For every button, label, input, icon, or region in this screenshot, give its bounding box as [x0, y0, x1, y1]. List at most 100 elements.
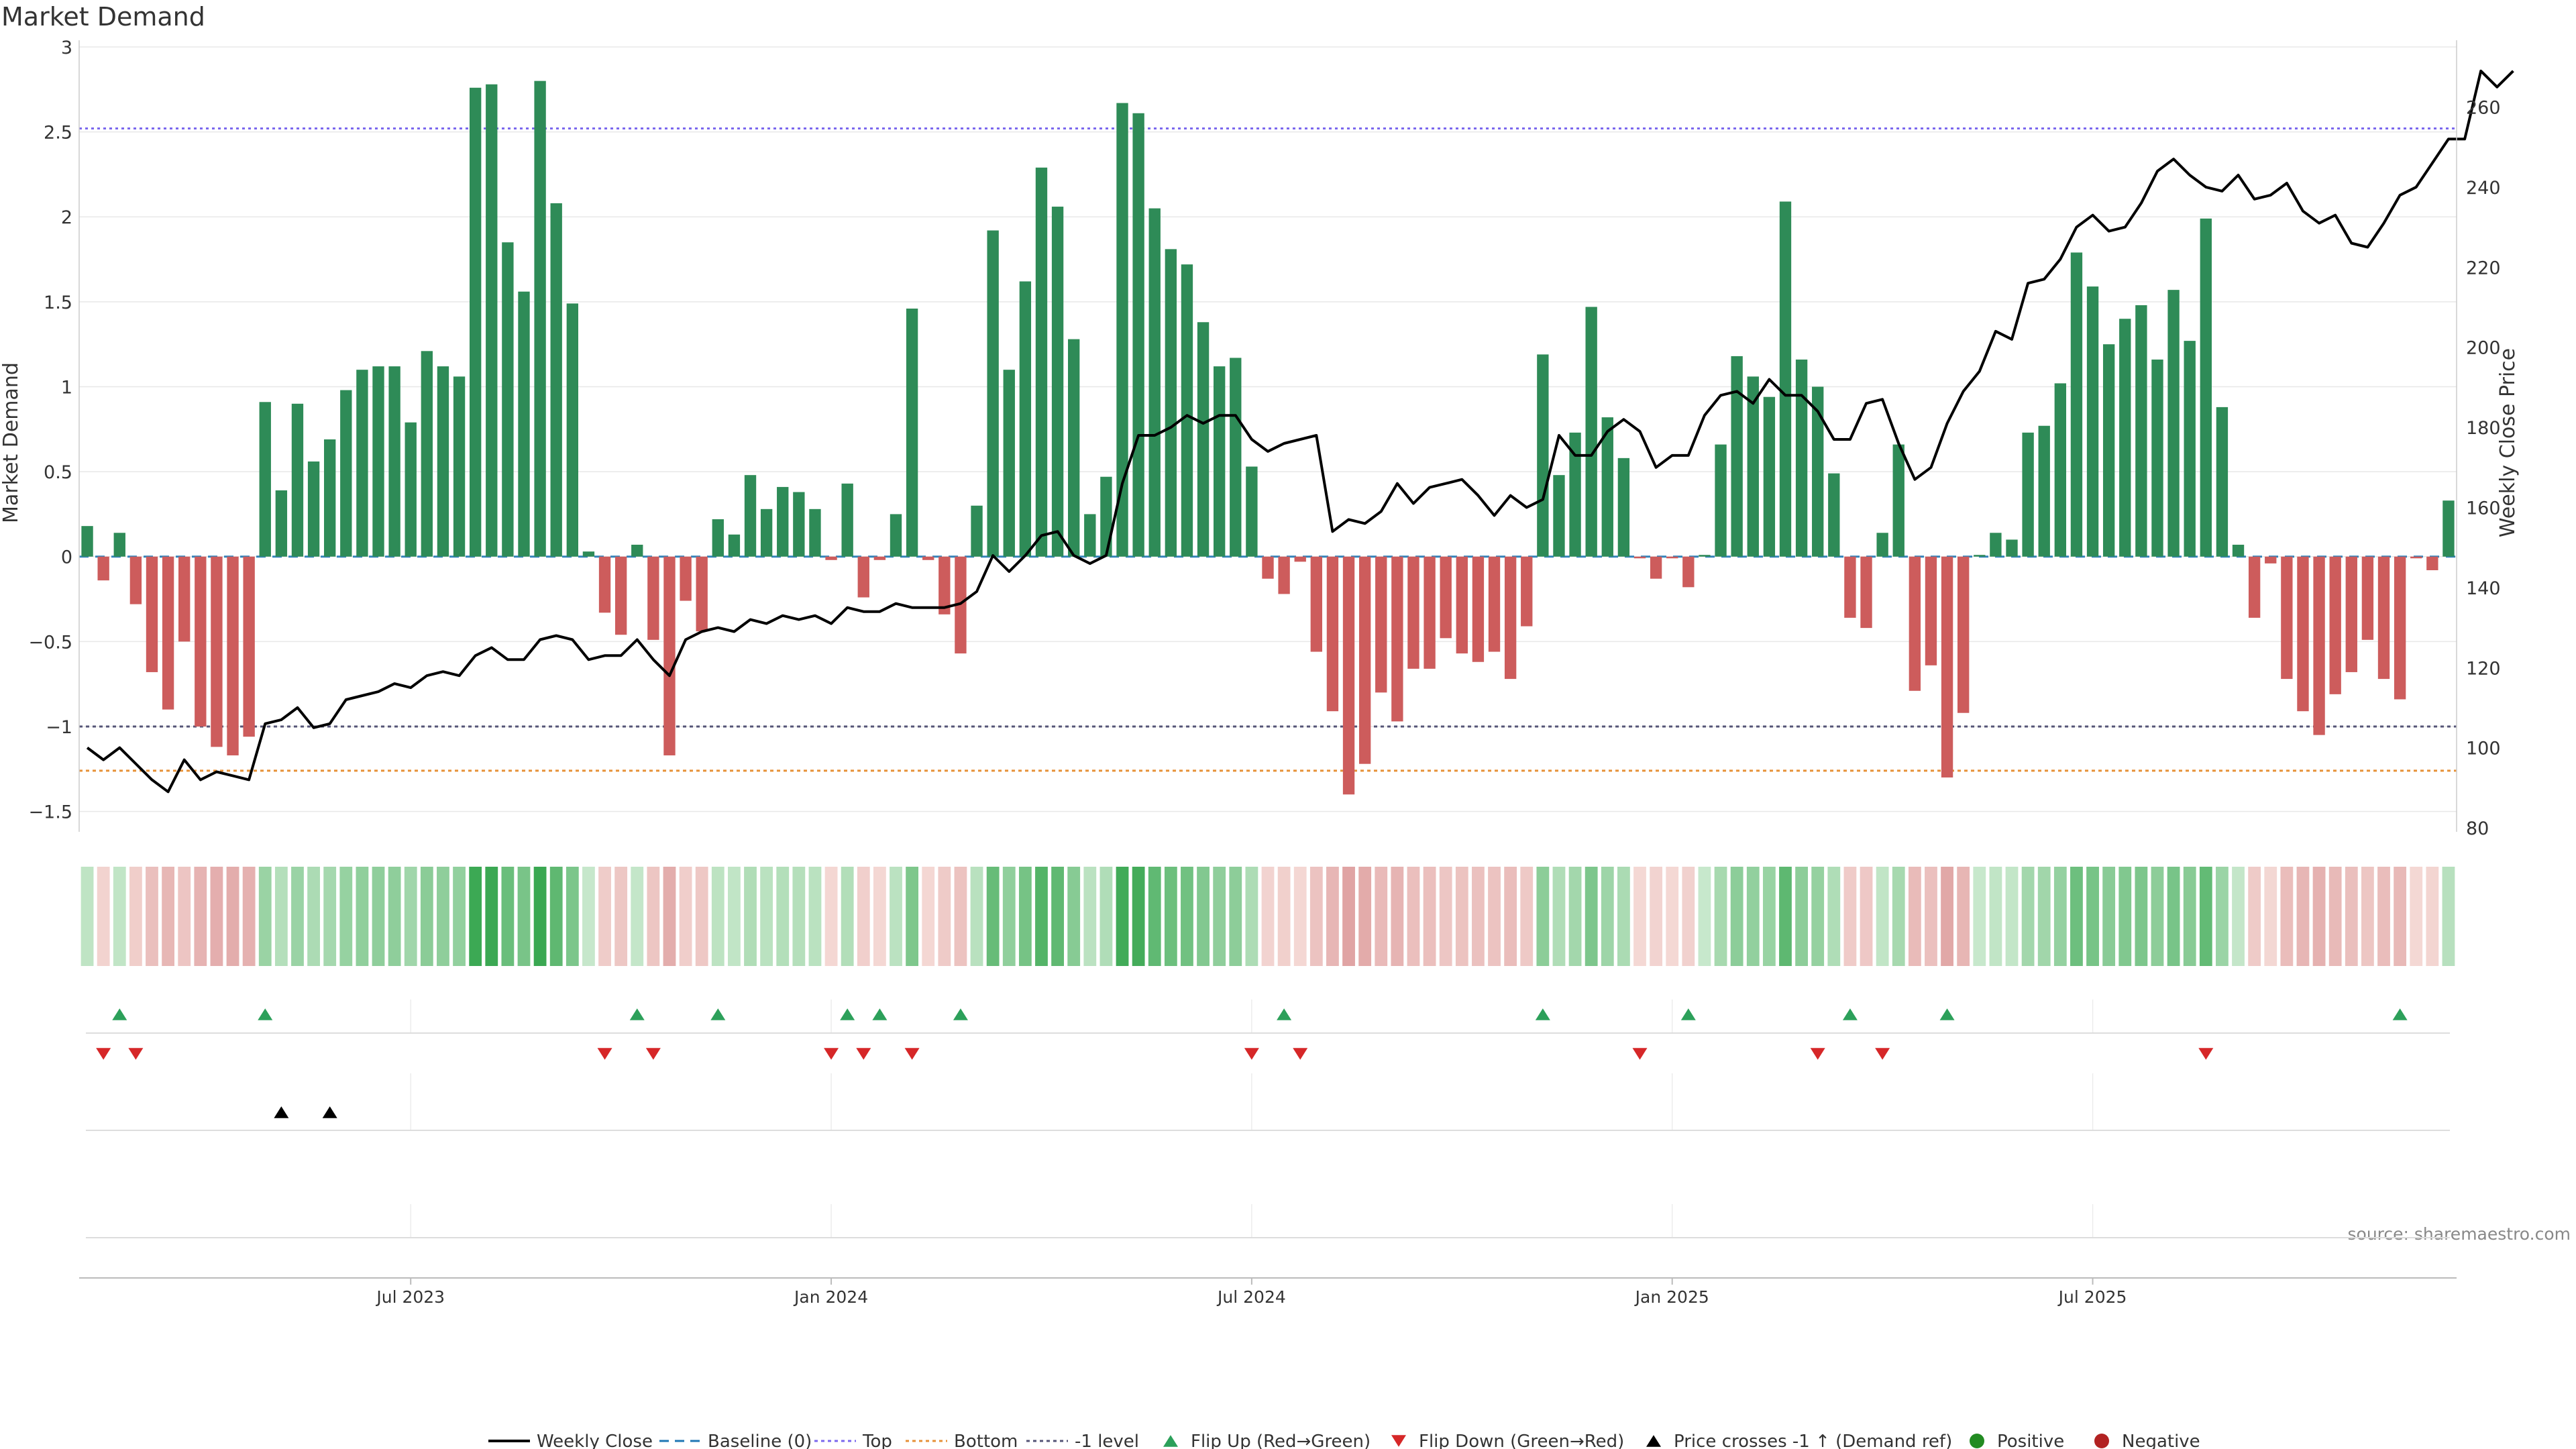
left-tick-label: 3 — [61, 38, 72, 58]
demand-bar — [1132, 113, 1144, 557]
right-tick-label: 180 — [2466, 418, 2501, 439]
heat-strip-cell — [2151, 867, 2164, 966]
demand-bar — [2216, 407, 2229, 557]
heat-strip-cell — [1860, 867, 1873, 966]
demand-bar — [1521, 556, 1533, 627]
demand-bar — [1003, 370, 1015, 557]
heat-strip-cell — [388, 867, 401, 966]
heat-strip-cell — [1746, 867, 1760, 966]
demand-bar — [1715, 444, 1727, 557]
heat-strip-cell — [226, 867, 239, 966]
heat-strip-cell — [1391, 867, 1404, 966]
demand-bar — [2443, 500, 2455, 557]
demand-bar — [1974, 555, 1986, 557]
legend-swatch-flip-up — [1163, 1435, 1178, 1447]
heat-strip-cell — [2199, 867, 2212, 966]
demand-bar — [275, 490, 288, 557]
legend-label: Price crosses -1 ↑ (Demand ref) — [1674, 1432, 1952, 1449]
demand-bar — [340, 390, 352, 557]
x-tick-label: Jul 2025 — [2057, 1287, 2127, 1307]
demand-bar — [1585, 307, 1597, 557]
heat-strip-cell — [1552, 867, 1566, 966]
demand-bar — [1957, 556, 1970, 713]
right-tick-label: 140 — [2466, 578, 2501, 599]
heat-strip-cell — [824, 867, 838, 966]
demand-bar — [1019, 281, 1032, 557]
demand-bar — [696, 556, 708, 632]
right-tick-label: 240 — [2466, 178, 2501, 199]
left-tick-label: 2.5 — [44, 123, 72, 144]
flip-down-marker — [96, 1048, 111, 1060]
heat-strip-cell — [1892, 867, 1905, 966]
heat-strip-cell — [1293, 867, 1307, 966]
flip-up-marker — [112, 1008, 127, 1020]
heat-strip-cell — [808, 867, 822, 966]
heat-strip-cell — [1439, 867, 1452, 966]
heat-strip-cell — [242, 867, 256, 966]
demand-bar — [1876, 533, 1888, 557]
price-cross-marker — [322, 1106, 337, 1118]
heat-strip-cell — [533, 867, 547, 966]
heat-strip-cell — [1116, 867, 1129, 966]
demand-bar — [1504, 556, 1517, 680]
heat-strip-cell — [890, 867, 902, 966]
demand-bar — [955, 556, 967, 654]
heat-strip-cell — [1197, 867, 1210, 966]
heat-strip-cell — [1407, 867, 1420, 966]
demand-bar — [1456, 556, 1468, 654]
demand-bar — [1617, 458, 1630, 557]
heat-strip-cell — [372, 867, 385, 966]
demand-bar — [502, 242, 514, 557]
demand-bar — [631, 545, 643, 557]
heat-strip-cell — [1633, 867, 1646, 966]
heat-strip-cell — [1811, 867, 1825, 966]
demand-bar — [1892, 444, 1904, 557]
legend-label: Flip Up (Red→Green) — [1191, 1432, 1371, 1449]
demand-bar — [421, 351, 433, 557]
legend-swatch-flip-down — [1391, 1435, 1406, 1447]
heat-strip-cell — [453, 867, 466, 966]
heat-strip-cell — [1504, 867, 1517, 966]
legend-label: Bottom — [954, 1432, 1018, 1449]
demand-bar — [760, 508, 773, 557]
heat-strip-cell — [760, 867, 773, 966]
demand-bar — [1650, 556, 1662, 579]
demand-bar — [809, 508, 821, 557]
heat-strip-cell — [1067, 867, 1081, 966]
heat-strip-cell — [1035, 867, 1048, 966]
heat-strip-cell — [274, 867, 288, 966]
demand-bar — [1230, 358, 1242, 557]
demand-bar — [566, 303, 578, 557]
demand-bar — [1909, 556, 1921, 691]
flip-up-marker — [1939, 1008, 1955, 1020]
heat-strip-cell — [2135, 867, 2148, 966]
source-note: source: sharemaestro.com — [2348, 1224, 2571, 1244]
demand-bar — [518, 291, 530, 557]
demand-bar — [1666, 556, 1678, 559]
heat-strip-cell — [2232, 867, 2245, 966]
demand-bar — [890, 514, 902, 557]
heat-strip-cell — [566, 867, 579, 966]
flip-up-marker — [710, 1008, 726, 1020]
flip-up-marker — [1842, 1008, 1858, 1020]
weekly-close-polyline — [86, 69, 2514, 794]
heat-strip-cell — [1181, 867, 1193, 966]
demand-bar — [987, 230, 999, 557]
heat-strip-cell — [1261, 867, 1275, 966]
demand-bar — [1537, 354, 1549, 557]
demand-bar — [1488, 556, 1501, 652]
heat-strip-cell — [404, 867, 417, 966]
demand-bar — [1633, 556, 1646, 559]
demand-bar — [2345, 556, 2357, 672]
demand-bar — [1294, 556, 1306, 562]
demand-bar — [1440, 556, 1452, 639]
heat-strip-cell — [339, 867, 353, 966]
demand-bar — [663, 556, 676, 756]
demand-bar — [2297, 556, 2309, 712]
heat-strip-cell — [356, 867, 369, 966]
demand-bar — [1925, 556, 1937, 665]
heat-strip-cell — [1375, 867, 1388, 966]
demand-bar — [1699, 555, 1711, 557]
demand-bar — [2135, 305, 2147, 557]
heat-strip-cell — [307, 867, 320, 966]
